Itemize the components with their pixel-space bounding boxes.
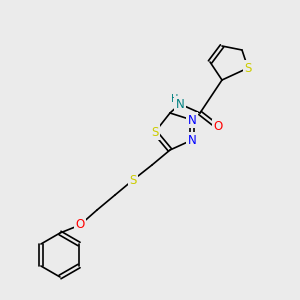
- Text: N: N: [176, 98, 184, 110]
- Text: S: S: [151, 125, 159, 139]
- Text: H: H: [171, 94, 179, 104]
- Text: N: N: [188, 134, 196, 146]
- Text: S: S: [129, 173, 137, 187]
- Text: O: O: [213, 121, 223, 134]
- Text: S: S: [244, 61, 252, 74]
- Text: N: N: [188, 113, 196, 127]
- Text: O: O: [75, 218, 85, 232]
